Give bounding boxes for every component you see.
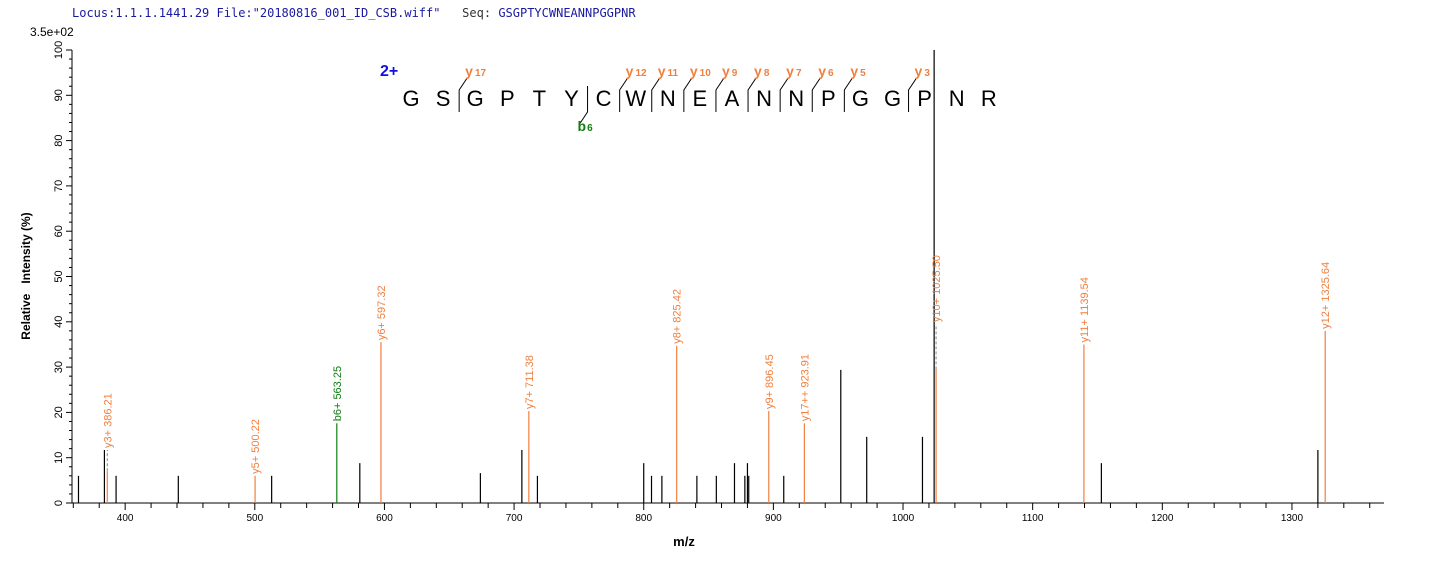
x-tick-label: 600 [376, 513, 393, 524]
y-tick-label: 10 [53, 452, 65, 464]
residue: P [500, 86, 515, 111]
peak-label: b6+ 563.25 [332, 366, 344, 421]
y-ion-break [747, 77, 757, 112]
y-tick-label: 70 [53, 180, 65, 192]
y-tick-label: 60 [53, 225, 65, 237]
y-ion-label: y 11 [658, 63, 679, 79]
y-ion-break [651, 77, 661, 112]
seq-value: GSGPTYCWNEANNPGGPNR [498, 6, 636, 20]
residue: W [625, 86, 646, 111]
y-ion-break [619, 77, 629, 112]
residue: S [436, 86, 451, 111]
residue: C [596, 86, 612, 111]
residue: T [533, 86, 546, 111]
y-tick-label: 40 [53, 316, 65, 328]
y-tick-label: 0 [53, 500, 65, 506]
x-tick-label: 1200 [1151, 513, 1174, 524]
peak-label: y5+ 500.22 [250, 419, 262, 474]
y-axis-label: Relative Intensity (%) [19, 212, 33, 339]
residue: E [693, 86, 708, 111]
y-ion-label: y 10 [690, 63, 711, 79]
residue: Y [564, 86, 579, 111]
residue: G [402, 86, 419, 111]
y-scale-max-label: 3.5e+02 [30, 25, 74, 39]
y-ion-break [811, 77, 821, 112]
y-tick-label: 50 [53, 270, 65, 282]
peak-label: y6+ 597.32 [376, 285, 388, 340]
y-ion-break [843, 77, 853, 112]
y-ion-label: y 17 [465, 63, 486, 79]
residue: P [917, 86, 932, 111]
peak-label: y11+ 1139.54 [1079, 277, 1091, 342]
peak-label: y9+ 896.45 [764, 354, 776, 409]
y-tick-label: 80 [53, 134, 65, 146]
residue: G [884, 86, 901, 111]
residue: N [949, 86, 965, 111]
peak-label: y12+ 1325.64 [1320, 262, 1332, 329]
residue: R [981, 86, 997, 111]
charge-state: 2+ [380, 63, 398, 80]
y-ion-break [683, 77, 693, 112]
residue: N [756, 86, 772, 111]
spectrum-header: Locus:1.1.1.1441.29 File:"20180816_001_I… [72, 6, 636, 20]
x-tick-label: 500 [246, 513, 263, 524]
y-ion-label: y 12 [626, 63, 647, 79]
b-ion-label: b6 [578, 118, 594, 134]
x-tick-label: 900 [765, 513, 782, 524]
y-tick-label: 20 [53, 406, 65, 418]
y-tick-label: 30 [53, 361, 65, 373]
y-ion-break [908, 77, 917, 112]
x-tick-label: 1100 [1022, 513, 1044, 524]
peak-label: y7+ 711.38 [524, 355, 536, 409]
x-tick-label: 400 [117, 513, 134, 524]
y-ion-break [779, 77, 789, 112]
x-tick-label: 700 [506, 513, 523, 524]
x-tick-label: 1000 [892, 513, 915, 524]
residue: A [725, 86, 740, 111]
x-axis-label: m/z [673, 534, 695, 549]
residue: G [467, 86, 484, 111]
y-tick-label: 100 [53, 41, 65, 59]
residue: G [852, 86, 869, 111]
peak-label: y3+ 386.21 [102, 393, 114, 448]
file-label: File:"20180816_001_ID_CSB.wiff" [216, 6, 441, 20]
x-tick-label: 800 [635, 513, 652, 524]
y-ion-break [458, 77, 468, 112]
peak-label: y17++ 923.91 [799, 354, 811, 421]
seq-key: Seq: [462, 6, 492, 20]
peak-label: y8+ 825.42 [672, 289, 684, 344]
y-ion-break [715, 77, 725, 112]
residue: N [660, 86, 676, 111]
residue: P [821, 86, 836, 111]
peak-label: y10+ 1025.50 [931, 255, 943, 322]
locus-label: Locus:1.1.1.1441.29 [72, 6, 210, 20]
x-tick-label: 1300 [1281, 513, 1304, 524]
b-ion-break [579, 86, 589, 125]
residue: N [788, 86, 804, 111]
y-tick-label: 90 [53, 89, 65, 101]
